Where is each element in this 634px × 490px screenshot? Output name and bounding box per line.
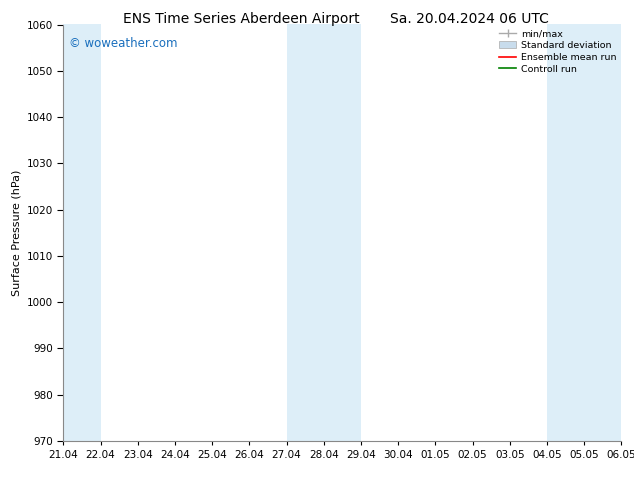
Bar [547, 24, 621, 441]
Text: ENS Time Series Aberdeen Airport: ENS Time Series Aberdeen Airport [122, 12, 359, 26]
Y-axis label: Surface Pressure (hPa): Surface Pressure (hPa) [11, 170, 21, 296]
Text: Sa. 20.04.2024 06 UTC: Sa. 20.04.2024 06 UTC [390, 12, 548, 26]
Legend: min/max, Standard deviation, Ensemble mean run, Controll run: min/max, Standard deviation, Ensemble me… [500, 29, 617, 74]
Text: © woweather.com: © woweather.com [69, 37, 178, 50]
Bar [63, 24, 101, 441]
Bar [287, 24, 361, 441]
